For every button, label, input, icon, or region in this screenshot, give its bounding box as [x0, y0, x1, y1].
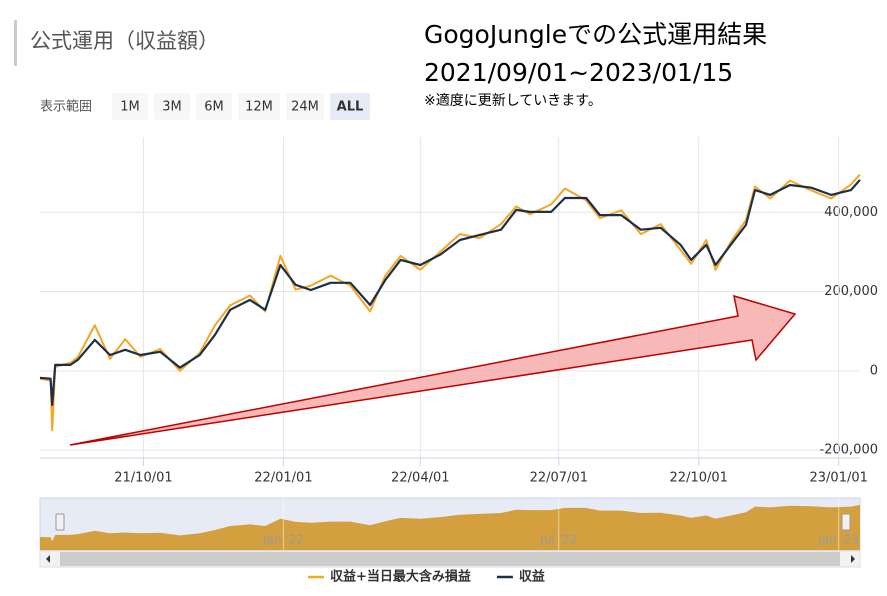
button-bg: [196, 93, 232, 120]
annotation-period: 2021/09/01~2023/01/15: [424, 58, 733, 87]
button-bg: [238, 93, 280, 120]
plot-bg: [40, 137, 860, 458]
button-bg: [330, 93, 370, 120]
legend: 収益+当日最大含み損益 収益: [308, 569, 545, 585]
navigator-handle[interactable]: [55, 513, 65, 531]
x-tick-label: 22/04/01: [391, 471, 449, 486]
x-tick-label: 21/10/01: [114, 471, 172, 486]
navigator-label: Jul '22: [539, 533, 577, 547]
range-label: 表示範囲: [40, 100, 92, 115]
navigator-label: Jan '23: [817, 533, 859, 547]
legend-label: 収益+当日最大含み損益: [330, 569, 471, 585]
y-tick-label: 200,000: [824, 284, 878, 299]
button-label: 6M: [204, 100, 224, 115]
button-label: 24M: [291, 100, 319, 115]
y-tick-label: -200,000: [820, 443, 878, 458]
x-tick-label: 22/01/01: [254, 471, 312, 486]
button-label: 3M: [162, 100, 182, 115]
range-button[interactable]: 3M: [154, 93, 190, 120]
button-bg: [112, 93, 148, 120]
plot: [39, 173, 861, 432]
trend-arrow: [69, 294, 797, 446]
annotation-title: GogoJungleでの公式運用結果: [424, 20, 767, 49]
range-button[interactable]: ALL: [330, 93, 370, 120]
y-tick-label: 400,000: [824, 205, 878, 220]
button-bg: [286, 93, 324, 120]
button-bg: [154, 93, 190, 120]
y-tick-label: 0: [870, 363, 878, 378]
range-buttons: 1M 3M 6M 12M 24M ALL: [112, 93, 370, 120]
header-bar: [14, 20, 17, 66]
grid: -200,000 0 200,000 400,000 21/10/01 22/01/01 2…: [40, 137, 878, 486]
range-button[interactable]: 6M: [196, 93, 232, 120]
annotation-note: ※適度に更新していきます。: [424, 92, 602, 109]
navigator-area: [40, 504, 860, 550]
x-tick-label: 23/01/01: [810, 471, 868, 486]
navigator-label: Jan '22: [262, 533, 304, 547]
series-line: [39, 179, 861, 406]
button-label: 12M: [245, 100, 273, 115]
button-label: ALL: [337, 100, 364, 115]
navigator-handle[interactable]: [841, 513, 851, 531]
header-title: 公式運用（収益額）: [30, 29, 219, 53]
navigator: Jan '22 Jul '22 Jan '23: [39, 497, 861, 568]
x-tick-label: 22/07/01: [530, 471, 588, 486]
range-button[interactable]: 24M: [286, 93, 324, 120]
scrollbar-thumb[interactable]: [60, 552, 840, 566]
scroll-left[interactable]: [46, 555, 50, 563]
range-button[interactable]: 12M: [238, 93, 280, 120]
legend-label: 収益: [519, 569, 545, 585]
button-label: 1M: [120, 100, 140, 115]
range-button[interactable]: 1M: [112, 93, 148, 120]
scroll-right[interactable]: [851, 555, 855, 563]
x-tick-label: 22/10/01: [670, 471, 728, 486]
